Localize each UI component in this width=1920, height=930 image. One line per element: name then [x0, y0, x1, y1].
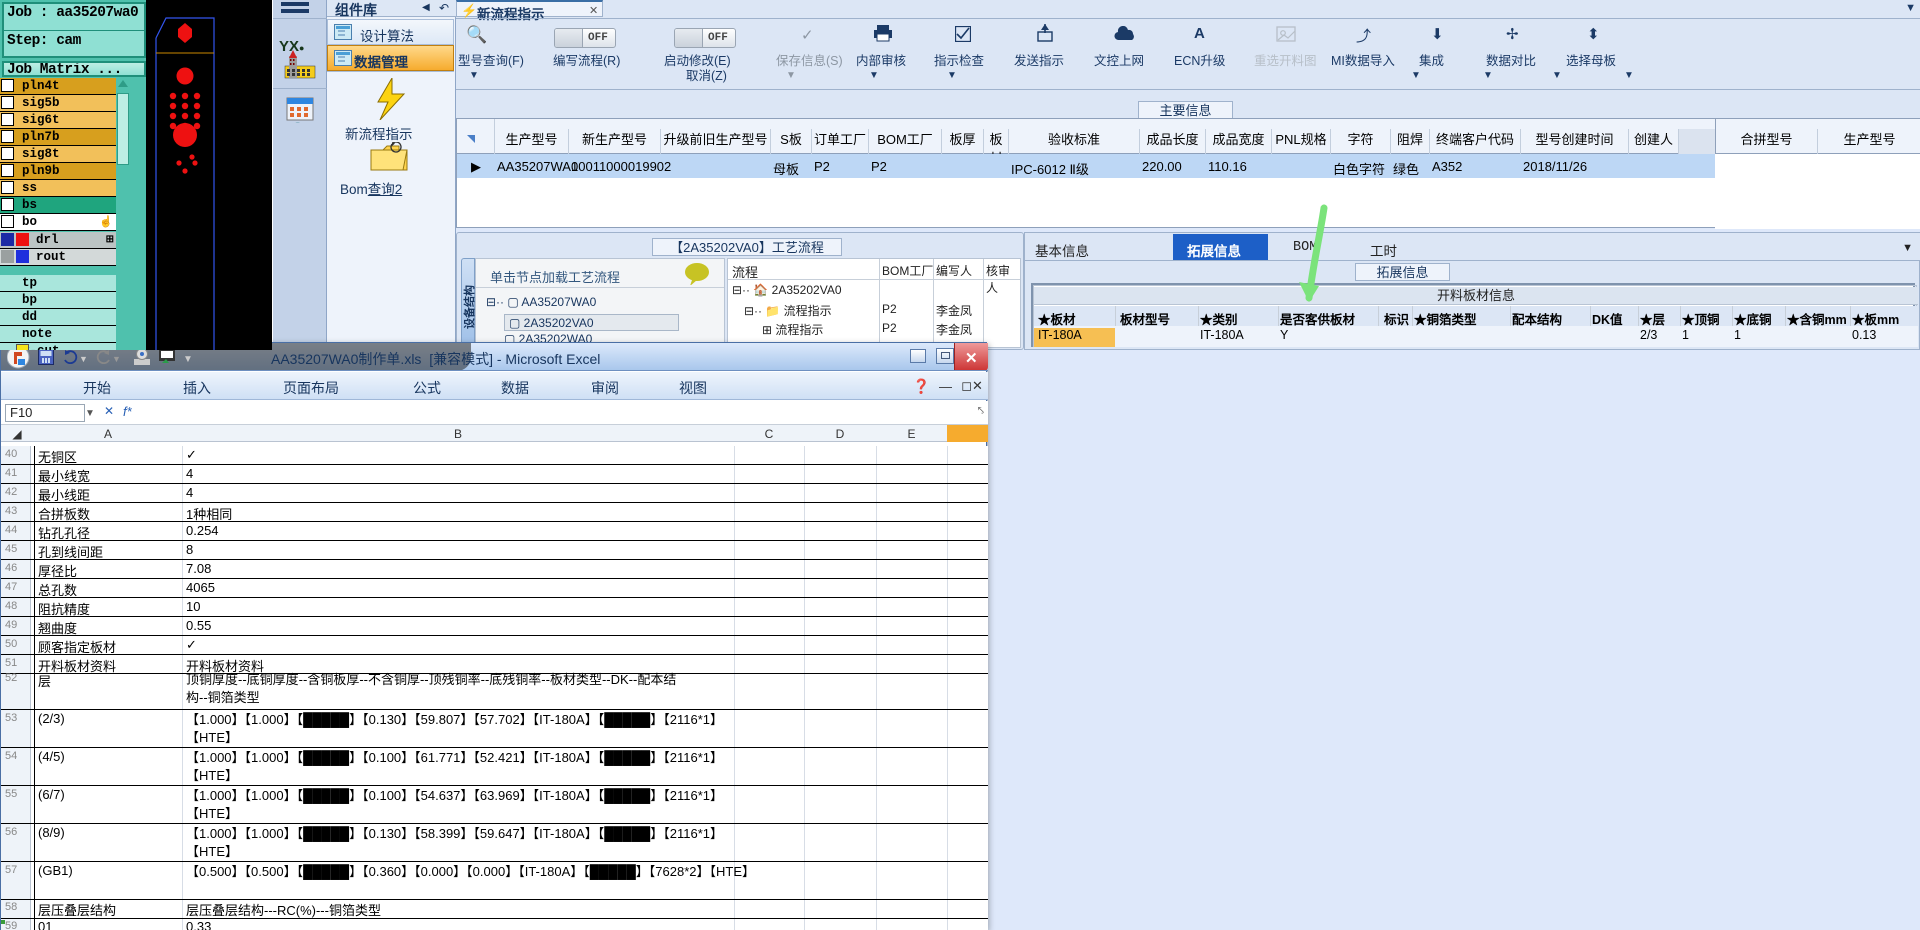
svg-text:🔗: 🔗: [288, 121, 302, 123]
